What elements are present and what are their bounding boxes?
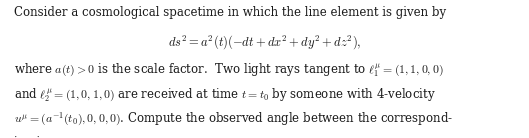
- Text: ing images.: ing images.: [14, 136, 83, 138]
- Text: Consider a cosmological spacetime in which the line element is given by: Consider a cosmological spacetime in whi…: [14, 6, 446, 19]
- Text: $u^\mu = (a^{-1}(t_0), 0, 0, 0)$. Compute the observed angle between the corresp: $u^\mu = (a^{-1}(t_0), 0, 0, 0)$. Comput…: [14, 111, 453, 128]
- Text: where $a(t) > 0$ is the scale factor.  Two light rays tangent to $\ell_1^\mu = (: where $a(t) > 0$ is the scale factor. Tw…: [14, 61, 443, 78]
- Text: and $\ell_2^\mu = (1, 0, 1, 0)$ are received at time $t = t_0$ by someone with 4: and $\ell_2^\mu = (1, 0, 1, 0)$ are rece…: [14, 86, 435, 103]
- Text: $ds^2 = a^2(t)(-dt + dx^2 + dy^2 + dz^2),$: $ds^2 = a^2(t)(-dt + dx^2 + dy^2 + dz^2)…: [168, 33, 361, 51]
